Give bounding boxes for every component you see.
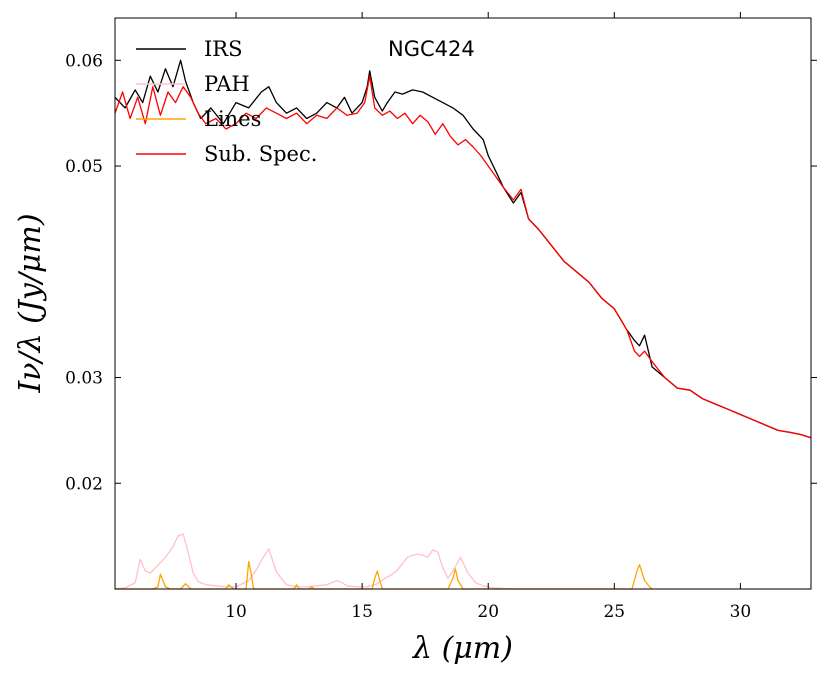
y-tick-label: 0.02 (65, 474, 103, 494)
legend-label-irs: IRS (204, 37, 243, 61)
series-line-pah (114, 533, 811, 590)
legend: IRS PAH Lines Sub. Spec. (136, 37, 317, 166)
legend-label-lines: Lines (204, 107, 261, 131)
ticks-layer: 10 15 20 25 30 0.02 0.03 0.05 0.06 (65, 12, 817, 622)
y-axis-title: Iν/λ (Jy/μm) (13, 213, 48, 393)
y-tick-label: 0.05 (65, 157, 103, 177)
annotation-label: NGC424 (388, 37, 475, 61)
y-tick-label: 0.06 (65, 51, 103, 71)
x-tick-label: 30 (730, 602, 752, 622)
plot-frame (114, 17, 812, 590)
x-tick-label: 20 (477, 602, 499, 622)
y-tick-label: 0.03 (65, 369, 103, 389)
x-tick-label: 10 (225, 602, 247, 622)
x-tick-label: 25 (603, 602, 625, 622)
series-layer (114, 59, 812, 590)
x-axis-title: λ (μm) (412, 631, 513, 666)
series-line-sub-spec (114, 75, 812, 439)
x-tick-label: 15 (351, 602, 373, 622)
legend-label-pah: PAH (204, 72, 250, 96)
legend-label-sub-spec: Sub. Spec. (204, 142, 317, 166)
